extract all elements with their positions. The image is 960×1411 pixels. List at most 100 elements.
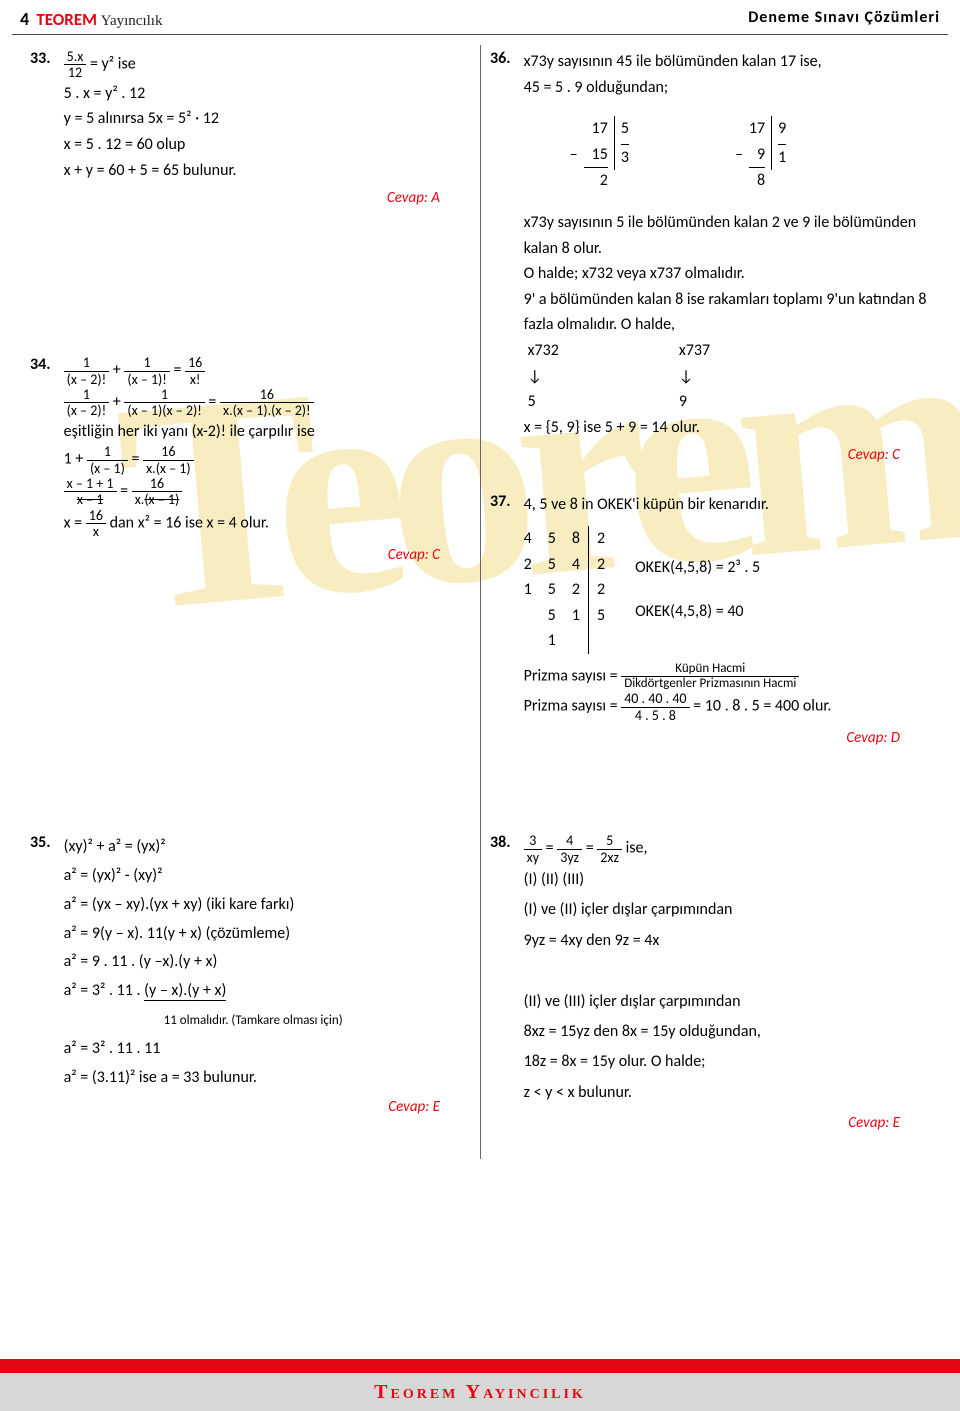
t: z < y < x bulunur. bbox=[524, 1083, 632, 1102]
t: (I) (II) (III) bbox=[524, 870, 585, 889]
q36-final: x = {5, 9} ise 5 + 9 = 14 olur. bbox=[524, 418, 700, 437]
problem-38: 38. 3xy = 43yz = 52xz ise, (I) (II) (III… bbox=[490, 833, 930, 1132]
footer-text: Teorem Yayıncılık bbox=[0, 1373, 960, 1411]
q37-body: 4, 5 ve 8 in OKEK'i küpün bir kenarıdır.… bbox=[524, 492, 928, 723]
brand-sub: Yayıncılık bbox=[101, 13, 163, 29]
t: 16 bbox=[86, 508, 106, 524]
q33-frac-num: 5.x bbox=[64, 49, 87, 65]
q33-frac-den: 12 bbox=[64, 65, 87, 80]
t: a² = 9(y – x). 11(y + x) (çözümleme) bbox=[64, 924, 290, 943]
t: 5 bbox=[597, 833, 622, 849]
t: 1 bbox=[87, 444, 128, 460]
vertical-divider-2 bbox=[480, 819, 481, 1159]
case1: x732 ↓ 5 bbox=[528, 338, 559, 415]
t: 5 bbox=[548, 526, 556, 552]
problem-36: 36. x73y sayısının 45 ile bölümünden kal… bbox=[490, 49, 930, 464]
t: (x – 2)! bbox=[64, 403, 110, 418]
t: 8 bbox=[572, 526, 580, 552]
t: 1 bbox=[524, 577, 532, 603]
t: x! bbox=[185, 372, 205, 387]
okek-results: OKEK(4,5,8) = 2³ . 5 OKEK(4,5,8) = 40 bbox=[635, 555, 760, 624]
division-1: 17 –15 2 5 3 bbox=[584, 116, 629, 194]
t: 3 bbox=[621, 145, 629, 171]
problem-35: 35. (xy)² + a² = (yx)² a² = (yx)² - (xy)… bbox=[30, 833, 470, 1116]
t: ise, bbox=[626, 839, 648, 858]
t: x.(x – 1).(x – 2)! bbox=[220, 403, 314, 418]
t: x.(x – 1) bbox=[143, 461, 194, 476]
t: 5 bbox=[548, 603, 556, 629]
q33-l5: x + y = 60 + 5 = 65 bulunur. bbox=[64, 161, 237, 180]
q38-answer: Cevap: E bbox=[490, 1114, 930, 1132]
t: 11 olmalıdır. (Tamkare olması için) bbox=[164, 1013, 343, 1028]
problem-33: 33. 5.x 12 = y² ise 5 . x = y² . 12 y = … bbox=[30, 49, 470, 207]
q34-body: 1(x – 2)! + 1(x – 1)! = 16x! 1(x – 2)! +… bbox=[64, 355, 468, 540]
division-2: 17 –9 8 9 1 bbox=[749, 116, 786, 194]
t: 5 bbox=[548, 577, 556, 603]
q35-l6-wrap: a² = 3² . 11 . (y – x).(y + x) bbox=[64, 981, 227, 1000]
arrow-down-icon: ↓ bbox=[528, 367, 542, 386]
t: 2xz bbox=[597, 850, 622, 865]
q36-number: 36. bbox=[490, 49, 520, 68]
t: a² = (yx)² - (xy)² bbox=[64, 866, 163, 885]
t: (I) ve (II) içler dışlar çarpımından bbox=[524, 900, 733, 919]
t: a² = (3.11)² ise a = 33 bulunur. bbox=[64, 1068, 257, 1087]
t: (x – 1)! bbox=[124, 372, 170, 387]
t: OKEK(4,5,8) = 2³ . 5 bbox=[635, 555, 760, 581]
t: 1 bbox=[548, 628, 556, 654]
t: a² = 3² . 11 . 11 bbox=[64, 1039, 161, 1058]
q34-l3: eşitliğin her iki yanı (x-2)! ile çarpıl… bbox=[64, 422, 315, 441]
right-column: 36. x73y sayısının 45 ile bölümünden kal… bbox=[480, 45, 940, 779]
okek-table: 458 254 152 51 1 2 2 2 5 bbox=[524, 526, 605, 654]
right-column-2: 38. 3xy = 43yz = 52xz ise, (I) (II) (III… bbox=[480, 829, 940, 1164]
t: 9yz = 4xy den 9z = 4x bbox=[524, 931, 660, 950]
q33-l1: = y² ise bbox=[90, 55, 136, 74]
t: 4 bbox=[572, 552, 580, 578]
header-title: Deneme Sınavı Çözümleri bbox=[748, 8, 940, 30]
t: x737 bbox=[679, 341, 710, 360]
q35-answer: Cevap: E bbox=[30, 1098, 470, 1116]
t: 15 bbox=[592, 145, 608, 164]
q37-answer: Cevap: D bbox=[490, 729, 930, 747]
t: a² = (yx – xy).(yx + xy) (iki kare farkı… bbox=[64, 895, 295, 914]
page-header: 4 TEOREM Yayıncılık Deneme Sınavı Çözüml… bbox=[0, 0, 960, 34]
arrow-down-icon: ↓ bbox=[679, 367, 693, 386]
t: 5 bbox=[597, 603, 605, 629]
t: 1 bbox=[64, 355, 110, 371]
t: 18z = 8x = 15y olur. O halde; bbox=[524, 1052, 706, 1071]
t: 2 bbox=[524, 552, 532, 578]
q33-answer: Cevap: A bbox=[30, 189, 470, 207]
t: (x – 2)! bbox=[64, 372, 110, 387]
t: 40 . 40 . 40 bbox=[621, 691, 689, 707]
t: 4 bbox=[524, 526, 532, 552]
t: 16 bbox=[132, 476, 183, 492]
left-column-2: 35. (xy)² + a² = (yx)² a² = (yx)² - (xy)… bbox=[20, 829, 480, 1164]
t: 16 bbox=[143, 444, 194, 460]
page-number: 4 bbox=[20, 8, 29, 30]
t: 1 bbox=[778, 145, 786, 171]
t: Prizma sayısı = bbox=[524, 697, 622, 716]
t: 16 bbox=[220, 387, 314, 403]
left-column: 33. 5.x 12 = y² ise 5 . x = y² . 12 y = … bbox=[20, 45, 480, 779]
t: 2 bbox=[572, 577, 580, 603]
q35-body: (xy)² + a² = (yx)² a² = (yx)² - (xy)² a²… bbox=[64, 833, 468, 1092]
t: dan x² = 16 ise x = 4 olur. bbox=[110, 514, 269, 533]
t: (x – 1)(x – 2)! bbox=[124, 403, 204, 418]
q34-number: 34. bbox=[30, 355, 60, 374]
t: x732 bbox=[528, 341, 559, 360]
q36-p2: O halde; x732 veya x737 olmalıdır. bbox=[524, 264, 745, 283]
t: x – 1 bbox=[64, 492, 117, 507]
t: 1 bbox=[64, 387, 110, 403]
t: 8xz = 15yz den 8x = 15y olduğundan, bbox=[524, 1022, 761, 1041]
t: x.(x – 1) bbox=[132, 492, 183, 507]
t: 4 bbox=[557, 833, 582, 849]
q33-body: 5.x 12 = y² ise 5 . x = y² . 12 y = 5 al… bbox=[64, 49, 468, 183]
t: (xy)² + a² = (yx)² bbox=[64, 837, 166, 856]
q38-number: 38. bbox=[490, 833, 520, 852]
q33-frac: 5.x 12 bbox=[64, 49, 87, 81]
q33-number: 33. bbox=[30, 49, 60, 68]
t: 4 . 5 . 8 bbox=[621, 708, 689, 723]
t: 17 bbox=[584, 116, 608, 142]
t: 16 bbox=[185, 355, 205, 371]
t: 1 bbox=[124, 387, 204, 403]
header-left: 4 TEOREM Yayıncılık bbox=[20, 8, 162, 30]
